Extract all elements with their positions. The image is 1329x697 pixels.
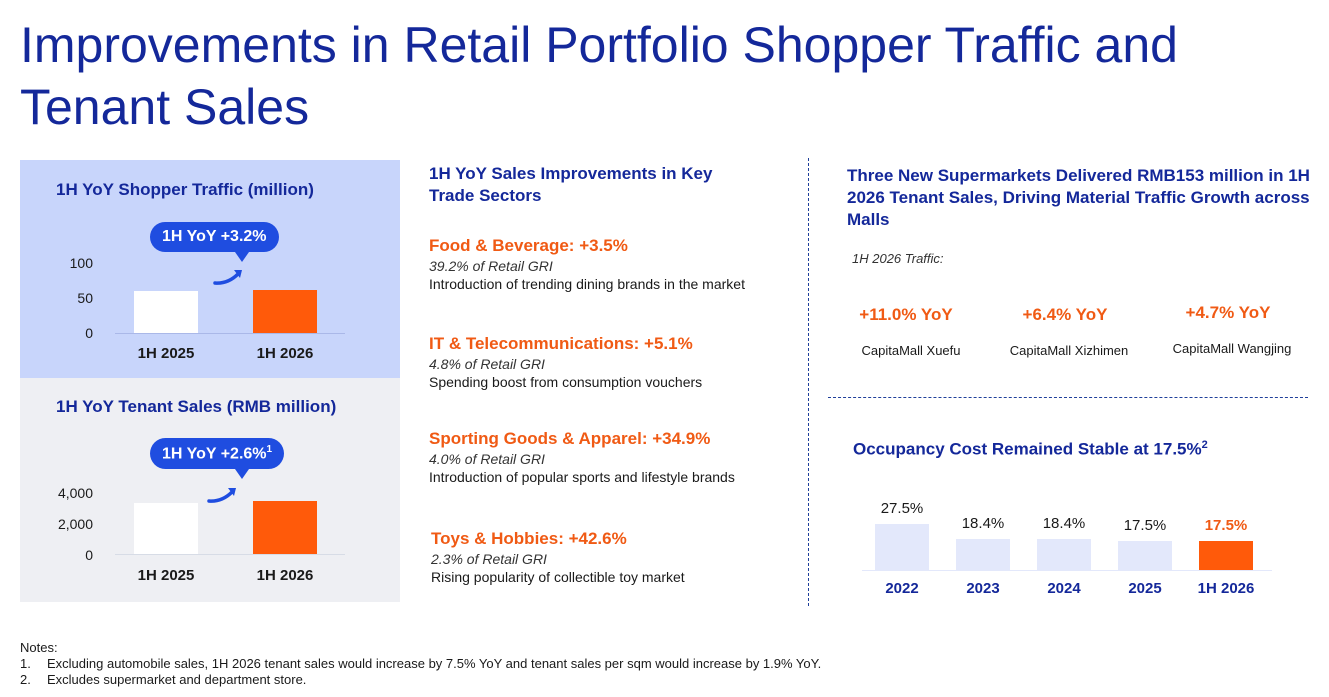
sector-item: IT & Telecommunications: +5.1% 4.8% of R… xyxy=(429,333,809,391)
occupancy-year-label: 2024 xyxy=(1047,580,1081,597)
occupancy-value-label: 17.5% xyxy=(1204,516,1248,534)
sector-share: 39.2% of Retail GRI xyxy=(429,258,553,274)
x-axis-line xyxy=(115,554,345,555)
bar-1h-2026-sales xyxy=(253,501,317,554)
note-item: 1. Excluding automobile sales, 1H 2026 t… xyxy=(20,656,1310,672)
shopper-traffic-panel xyxy=(20,160,400,378)
y-tick-label: 4,000 xyxy=(57,485,93,501)
sector-share: 4.8% of Retail GRI xyxy=(429,356,545,372)
pill-pointer-icon xyxy=(235,252,249,262)
occupancy-bar xyxy=(1199,540,1253,570)
notes: Notes: 1. Excluding automobile sales, 1H… xyxy=(20,640,1310,688)
occupancy-bar xyxy=(1118,540,1172,570)
footnote-marker: 2 xyxy=(1201,439,1208,451)
occupancy-heading-text: Occupancy Cost Remained Stable at 17.5% xyxy=(853,439,1202,459)
occupancy-value-label: 27.5% xyxy=(880,500,924,517)
sector-share: 2.3% of Retail GRI xyxy=(431,551,547,567)
mall-name: CapitaMall Wangjing xyxy=(1172,341,1292,356)
supermarkets-heading: Three New Supermarkets Delivered RMB153 … xyxy=(847,166,1310,229)
mall-yoy-value: +4.7% YoY xyxy=(1185,303,1271,322)
sector-description: Introduction of trending dining brands i… xyxy=(429,276,745,292)
trend-arrow-icon xyxy=(207,488,236,503)
note-text: Excludes supermarket and department stor… xyxy=(47,672,307,687)
bar-1h-2025-traffic xyxy=(134,291,198,333)
page-title: Improvements in Retail Portfolio Shopper… xyxy=(20,17,1178,135)
x-tick-label: 1H 2025 xyxy=(137,567,195,584)
y-tick-label: 50 xyxy=(77,290,93,306)
sector-title: IT & Telecommunications: +5.1% xyxy=(429,334,693,353)
occupancy-heading: Occupancy Cost Remained Stable at 17.5%2 xyxy=(853,439,1208,460)
mall-yoy-value: +6.4% YoY xyxy=(1022,305,1108,324)
footnote-marker: 1 xyxy=(266,444,273,455)
y-tick-label: 100 xyxy=(69,255,93,271)
occupancy-year-label: 2025 xyxy=(1128,580,1162,597)
occupancy-year-label: 2023 xyxy=(966,580,1000,597)
shopper-traffic-yoy-pill: 1H YoY +3.2% xyxy=(150,222,279,252)
note-number: 1. xyxy=(20,656,31,671)
pill-text: 1H YoY +2.6% xyxy=(162,445,267,463)
y-tick-label: 2,000 xyxy=(57,516,93,532)
bar-1h-2026-traffic xyxy=(253,289,317,333)
x-axis-line xyxy=(115,333,345,334)
mall-yoy-value: +11.0% YoY xyxy=(859,305,953,324)
trend-arrow-icon xyxy=(213,270,242,285)
x-tick-label: 1H 2026 xyxy=(256,345,314,362)
sector-description: Rising popularity of collectible toy mar… xyxy=(431,569,685,585)
occupancy-bar xyxy=(875,524,929,570)
sectors-heading: 1H YoY Sales Improvements in Key Trade S… xyxy=(429,164,713,205)
note-number: 2. xyxy=(20,672,31,687)
tenant-sales-panel xyxy=(20,378,400,602)
sector-description: Introduction of popular sports and lifes… xyxy=(429,469,735,485)
vertical-divider xyxy=(808,158,809,606)
sector-title: Sporting Goods & Apparel: +34.9% xyxy=(429,429,711,448)
shopper-traffic-title: 1H YoY Shopper Traffic (million) xyxy=(56,180,314,199)
occupancy-value-label: 18.4% xyxy=(961,515,1005,533)
sector-item: Food & Beverage: +3.5% 39.2% of Retail G… xyxy=(429,235,809,293)
note-item: 2. Excludes supermarket and department s… xyxy=(20,672,1310,688)
note-text: Excluding automobile sales, 1H 2026 tena… xyxy=(47,656,822,671)
mall-name: CapitaMall Xizhimen xyxy=(1009,343,1129,358)
occupancy-value-label: 17.5% xyxy=(1123,516,1167,534)
pill-pointer-icon xyxy=(235,469,249,479)
sector-share: 4.0% of Retail GRI xyxy=(429,451,545,467)
occupancy-bar xyxy=(956,539,1010,570)
tenant-sales-yoy-pill: 1H YoY +2.6%1 xyxy=(150,438,285,470)
bar-1h-2025-sales xyxy=(134,502,198,554)
sector-item: Toys & Hobbies: +42.6% 2.3% of Retail GR… xyxy=(431,528,811,586)
occupancy-year-label: 2022 xyxy=(885,580,919,597)
tenant-sales-title: 1H YoY Tenant Sales (RMB million) xyxy=(56,397,337,416)
sector-title: Food & Beverage: +3.5% xyxy=(429,236,628,255)
horizontal-divider xyxy=(828,397,1308,398)
y-tick-label: 0 xyxy=(85,547,93,563)
x-tick-label: 1H 2025 xyxy=(137,345,195,362)
sector-title: Toys & Hobbies: +42.6% xyxy=(431,529,627,548)
notes-heading: Notes: xyxy=(20,640,58,655)
traffic-label: 1H 2026 Traffic: xyxy=(852,251,944,266)
occupancy-axis-line xyxy=(862,570,1272,571)
y-tick-label: 0 xyxy=(85,325,93,341)
sector-description: Spending boost from consumption vouchers xyxy=(429,374,703,390)
occupancy-year-label: 1H 2026 xyxy=(1197,580,1255,597)
occupancy-bar xyxy=(1037,539,1091,570)
mall-name: CapitaMall Xuefu xyxy=(861,343,961,358)
x-tick-label: 1H 2026 xyxy=(256,567,314,584)
occupancy-value-label: 18.4% xyxy=(1042,515,1086,533)
sector-item: Sporting Goods & Apparel: +34.9% 4.0% of… xyxy=(429,428,809,486)
